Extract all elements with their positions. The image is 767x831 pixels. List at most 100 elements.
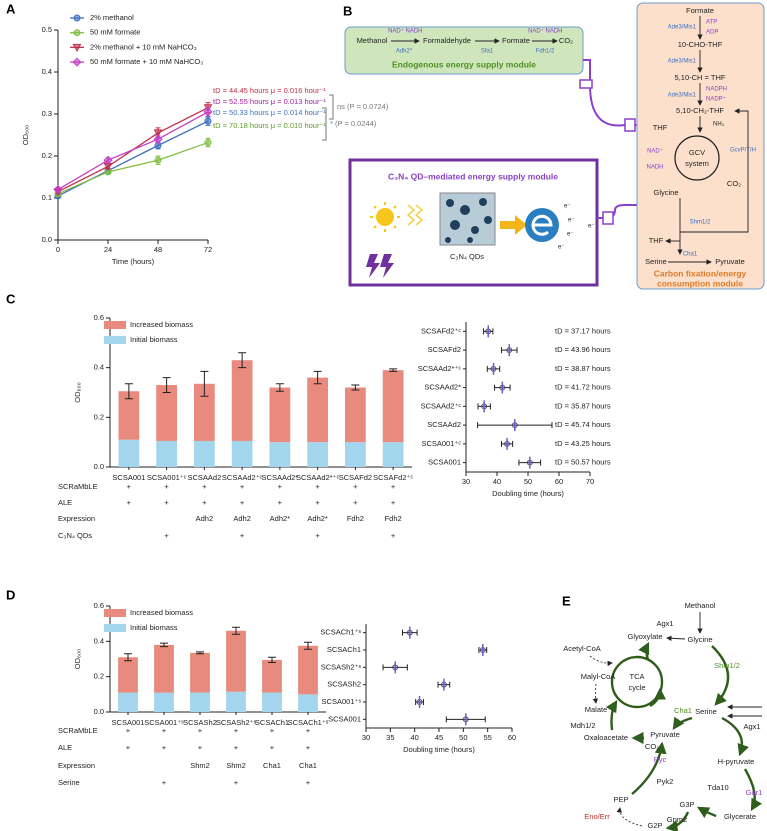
bar [226, 630, 246, 692]
panel-label: B [343, 3, 352, 18]
x-tick-label: 30 [462, 477, 470, 486]
bolt-icon [380, 254, 394, 278]
value-label: tD = 35.87 hours [555, 401, 611, 410]
sun-rays [370, 202, 400, 232]
bar [226, 691, 246, 712]
metabolite: Pyruvate [715, 257, 745, 266]
table-cell: Adh2* [307, 514, 328, 523]
panel-label: E [562, 593, 571, 608]
table-cell: + [202, 498, 207, 507]
y-tick-label: SCSASh2⁺ˢ [321, 662, 362, 671]
marker [153, 134, 163, 144]
table-cell: + [270, 726, 275, 735]
error-bar [162, 377, 171, 393]
table-cell: Adh2 [196, 514, 214, 523]
metabolite: Glycine [687, 635, 712, 644]
marker [204, 139, 212, 147]
marker [53, 185, 63, 195]
metabolite: CO₂ [559, 36, 573, 45]
bracket [329, 94, 334, 120]
table-cell: Adh2 [233, 514, 251, 523]
metabolite: 5,10-CH₂-THF [676, 106, 724, 115]
bar [269, 442, 291, 467]
x-tick-label: SCSA001⁺ᶜ [147, 473, 187, 482]
metabolite: Formaldehyde [423, 36, 471, 45]
metabolite: Acetyl-CoA [563, 644, 601, 653]
error-bar [389, 368, 398, 372]
x-tick-label: SCSAAd2* [262, 473, 299, 482]
table-cell: + [315, 498, 320, 507]
y-axis-label: OD₆₀₀ [21, 125, 30, 146]
table-cell: + [164, 531, 169, 540]
table-row-label: SCRaMbLE [58, 726, 98, 735]
bar [193, 440, 215, 467]
metabolite: Serine [695, 707, 717, 716]
metabolite: G3P [679, 800, 694, 809]
metabolite: Glycine [653, 188, 678, 197]
light-icon [406, 204, 424, 226]
legend-swatch [104, 624, 126, 632]
y-tick-label: SCSAFd2 [428, 345, 461, 354]
annotation: tD = 44.45 hours μ = 0.016 hour⁻¹ [213, 86, 326, 95]
x-tick-label: 45 [435, 733, 443, 742]
electron: e⁻ [558, 245, 565, 251]
x-tick-label: 40 [493, 477, 501, 486]
bar [190, 692, 210, 712]
legend-marker [72, 43, 82, 52]
error-bar [160, 642, 168, 648]
y-tick-label: 0.2 [94, 412, 104, 421]
table-cell: Fdh2 [385, 514, 402, 523]
y-tick-label: 0.4 [94, 363, 104, 372]
value-label: tD = 43.25 hours [555, 439, 611, 448]
y-tick-label: SCSAAd2* [424, 383, 461, 392]
table-cell: + [306, 778, 311, 787]
cycle-label: TCA [630, 672, 645, 681]
series-line [57, 141, 209, 195]
y-tick-label: SCSAAd2*⁺ᶜ [418, 364, 462, 373]
value-label: tD = 45.74 hours [555, 420, 611, 429]
value-label: tD = 50.57 hours [555, 458, 611, 467]
value-label: tD = 41.72 hours [555, 383, 611, 392]
electron: e⁻ [588, 224, 595, 230]
bar [156, 385, 178, 441]
series-line [57, 120, 209, 197]
cofactor: ADP [706, 30, 718, 36]
metabolite: Methanol [685, 601, 716, 610]
y-tick-label: 0.6 [94, 313, 104, 322]
y-tick-label: 0.0 [94, 707, 104, 716]
table-cell: + [162, 778, 167, 787]
table-cell: + [164, 498, 169, 507]
annotation: tD = 50.33 hours μ = 0.014 hour⁻¹ [213, 108, 326, 117]
cycle-label: cycle [628, 683, 645, 692]
module-title: C₃N₄ QD–mediated energy supply module [388, 171, 558, 181]
x-tick-label: SCSAAd2*⁺ᶜ [296, 473, 340, 482]
series-line [57, 111, 209, 191]
cofactor: NADP⁺ [706, 96, 726, 103]
metabolite: Formate [502, 36, 530, 45]
enzyme: GcvP/T/H [730, 148, 756, 154]
value-label: tD = 43.96 hours [555, 345, 611, 354]
x-tick-label: SCSA001 [112, 473, 145, 482]
y-tick-label: SCSA001 [328, 714, 361, 723]
x-tick-label: SCSASh2 [183, 718, 217, 727]
sun-icon [376, 208, 394, 226]
enzyme: Fdh1/2 [536, 49, 555, 55]
enzyme: Cha1 [674, 706, 692, 715]
metabolite: G2P [647, 821, 662, 830]
x-tick-label: 72 [204, 245, 212, 254]
error-bar [268, 656, 276, 664]
pathway-arrows [589, 612, 762, 831]
metabolite: PEP [613, 795, 628, 804]
x-tick-label: 40 [410, 733, 418, 742]
x-tick-label: SCSA001 [112, 718, 145, 727]
metabolite: Serine [645, 257, 667, 266]
y-tick-label: 0.6 [94, 601, 104, 610]
arrow [500, 215, 527, 235]
metabolite: Methanol [357, 36, 388, 45]
table-cell: + [162, 726, 167, 735]
panel-label: C [6, 291, 16, 306]
module-title: Carbon fixation/energy [654, 268, 747, 278]
metabolite: Glyoxylate [627, 632, 662, 641]
cofactor: CO₂ [727, 179, 741, 188]
table-row-label: SCRaMbLE [58, 482, 98, 491]
